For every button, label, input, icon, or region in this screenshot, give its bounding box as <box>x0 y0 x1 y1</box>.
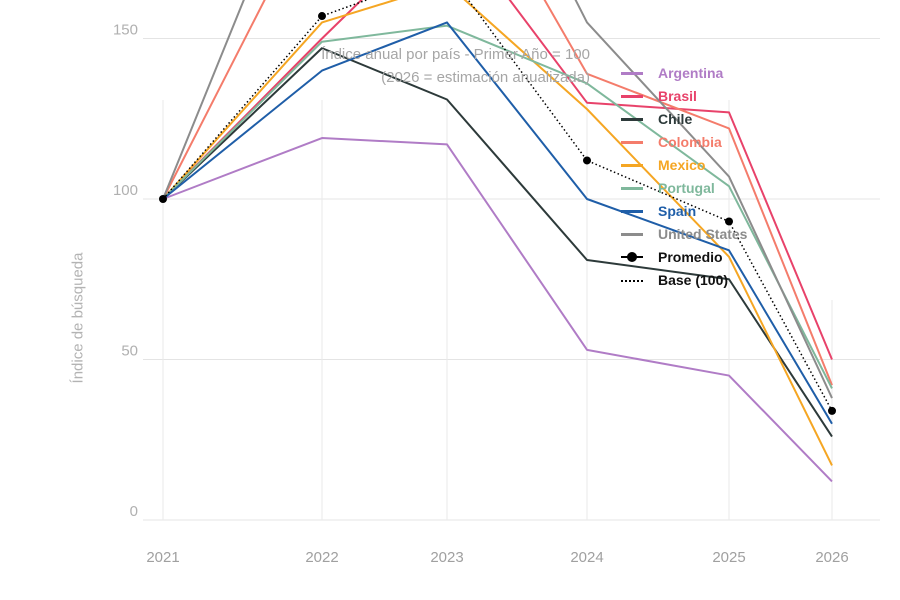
legend-item: Promedio <box>620 245 747 268</box>
legend-label: Spain <box>658 202 697 219</box>
average-point <box>828 406 836 415</box>
series-line-mexico <box>162 0 833 466</box>
y-tick-label: 50 <box>121 343 138 360</box>
series-line-united-states <box>162 0 833 399</box>
series-line-argentina <box>162 137 833 483</box>
legend-label: Base (100) <box>658 271 729 288</box>
legend-item: United States <box>620 222 747 245</box>
legend-swatch <box>620 203 644 219</box>
legend-item: Base (100) <box>620 268 747 291</box>
series-line-portugal <box>162 24 833 389</box>
average-point <box>725 217 733 226</box>
legend-swatch <box>620 111 644 127</box>
x-tick-label: 2023 <box>430 549 463 566</box>
legend-swatch <box>620 226 644 242</box>
average-layer <box>159 0 836 415</box>
chart-title: Índice anual por país - Primer Año = 100 <box>321 46 590 63</box>
series-line-colombia <box>162 0 833 386</box>
grid-layer <box>143 38 880 521</box>
legend-swatch <box>620 157 644 173</box>
legend-label: Chile <box>658 110 693 127</box>
x-tick-label: 2021 <box>146 549 179 566</box>
legend-item: Colombia <box>620 130 747 153</box>
series-line-brasil <box>162 0 833 360</box>
legend-label: Mexico <box>658 156 706 173</box>
y-tick-label: 100 <box>113 182 138 199</box>
legend-item: Spain <box>620 199 747 222</box>
legend-label: Colombia <box>658 133 722 150</box>
legend-label: United States <box>658 225 748 242</box>
legend-swatch <box>620 65 644 81</box>
legend-swatch <box>620 134 644 150</box>
x-tick-label: 2026 <box>815 549 848 566</box>
series-line-chile <box>162 47 833 438</box>
legend-swatch <box>620 180 644 196</box>
x-tick-label: 2025 <box>712 549 745 566</box>
legend: Argentina Brasil Chile Colombia Mexico Portug… <box>620 61 747 291</box>
legend-swatch <box>620 249 644 265</box>
series-line-spain <box>162 21 833 425</box>
legend-item: Portugal <box>620 176 747 199</box>
average-line <box>162 0 833 412</box>
legend-label: Brasil <box>658 87 697 104</box>
tick-label-layer: 050100150200250202120222023202420252026 <box>113 22 849 567</box>
legend-item: Brasil <box>620 84 747 107</box>
legend-label: Promedio <box>658 248 723 265</box>
chart-subtitle: (2026 = estimación anualizada) <box>381 69 590 86</box>
legend-label: Portugal <box>658 179 715 196</box>
average-point <box>583 156 591 165</box>
legend-item: Mexico <box>620 153 747 176</box>
x-tick-label: 2024 <box>570 549 603 566</box>
series-layer <box>162 0 833 483</box>
legend-label: Argentina <box>658 64 724 81</box>
y-tick-label: 0 <box>130 503 138 520</box>
average-point <box>318 12 326 21</box>
y-tick-label: 150 <box>113 22 138 39</box>
legend-swatch <box>620 272 644 288</box>
legend-swatch <box>620 88 644 104</box>
average-point <box>159 195 167 203</box>
x-tick-label: 2022 <box>305 549 338 566</box>
legend-item: Argentina <box>620 61 747 84</box>
legend-item: Chile <box>620 107 747 130</box>
y-axis-label: Índice de búsqueda <box>69 252 87 384</box>
